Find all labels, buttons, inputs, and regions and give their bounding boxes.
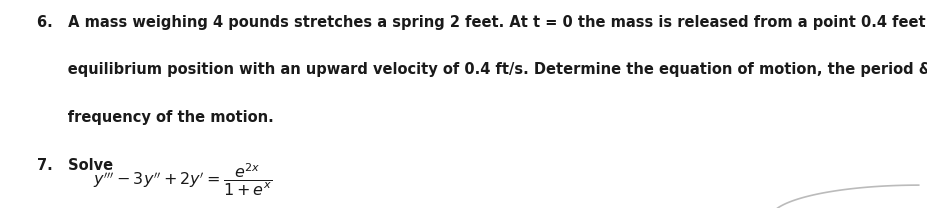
Text: equilibrium position with an upward velocity of 0.4 ft/s. Determine the equation: equilibrium position with an upward velo…: [37, 62, 927, 77]
Text: frequency of the motion.: frequency of the motion.: [37, 110, 273, 125]
Text: 6.   A mass weighing 4 pounds stretches a spring 2 feet. At t = 0 the mass is re: 6. A mass weighing 4 pounds stretches a …: [37, 15, 927, 30]
Text: 7.   Solve: 7. Solve: [37, 158, 113, 173]
Text: $y''' - 3y'' + 2y' = \dfrac{e^{2x}}{1+e^{x}}$: $y''' - 3y'' + 2y' = \dfrac{e^{2x}}{1+e^…: [93, 161, 272, 198]
